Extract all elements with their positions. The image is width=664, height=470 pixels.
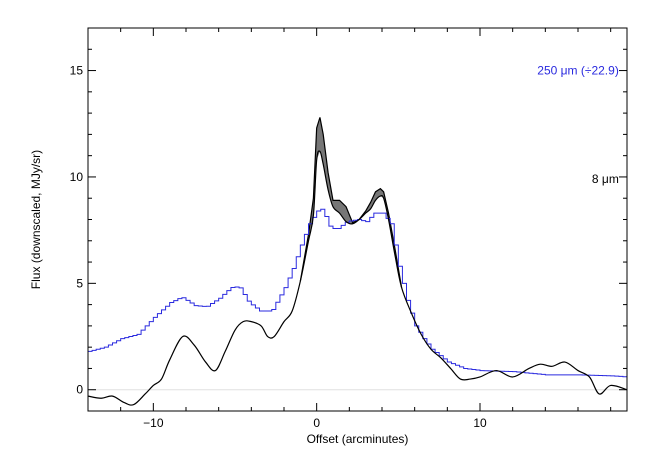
series-8um-upper-envelope [299,117,403,288]
series-250um-line [88,208,627,378]
y-tick-label: 15 [70,64,84,78]
x-tick-label: −10 [143,416,164,430]
y-tick-label: 0 [76,383,83,397]
x-tick-label: 0 [313,416,320,430]
legend-label-250um: 250 μm (÷22.9) [537,64,619,78]
y-axis-title: Flux (downscaled, MJy/sr) [29,150,43,289]
y-tick-label: 10 [70,170,84,184]
series-8um-line [88,150,627,406]
axis-ticks [87,27,627,412]
axis-tick-labels: −10 0 10 0 5 10 15 [70,64,487,430]
x-tick-label: 10 [473,416,487,430]
chart-marks [88,117,627,406]
series-annotations: 250 μm (÷22.9) 8 μm [537,64,619,187]
y-tick-label: 5 [76,276,83,290]
x-axis-title: Offset (arcminutes) [307,432,409,446]
legend-label-8um: 8 μm [592,172,619,186]
uncertainty-band [300,117,402,288]
